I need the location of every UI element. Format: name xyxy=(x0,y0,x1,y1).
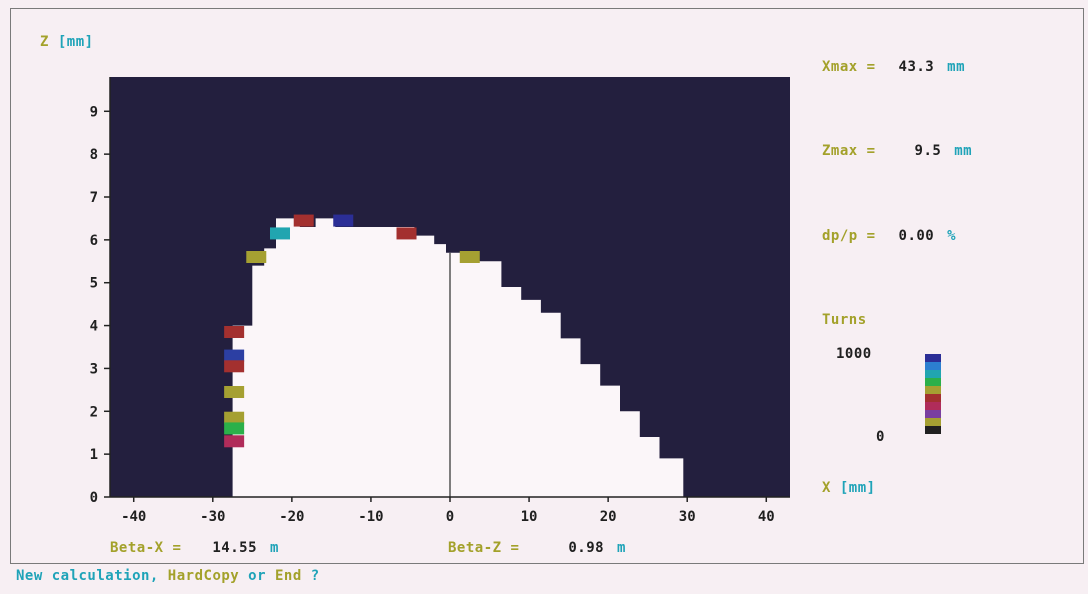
x-tick-label: 10 xyxy=(521,509,538,525)
particle-marker xyxy=(224,411,245,424)
legend-color-swatch xyxy=(925,370,941,378)
y-tick-label: 1 xyxy=(90,447,98,463)
dynamic-aperture-area xyxy=(232,218,684,497)
x-tick-label: 40 xyxy=(758,509,775,525)
particle-marker xyxy=(224,360,245,373)
legend-color-swatch xyxy=(925,354,941,362)
y-tick-label: 4 xyxy=(90,319,98,335)
legend-color-swatch xyxy=(925,418,941,426)
y-axis-label: Z [mm] xyxy=(40,34,94,50)
legend-color-swatch xyxy=(925,362,941,370)
x-tick-label: -40 xyxy=(121,509,146,525)
betaz-readout: Beta-Z = 0.98 m xyxy=(448,540,626,556)
y-tick-label: 8 xyxy=(90,147,98,163)
xmax-readout: Xmax = 43.3 mm xyxy=(822,59,965,75)
dpp-label: dp/p = xyxy=(822,228,876,244)
legend-color-swatch xyxy=(925,394,941,402)
legend-color-swatch xyxy=(925,402,941,410)
y-tick-label: 5 xyxy=(90,276,98,292)
prompt-new-calculation[interactable]: New calculation, xyxy=(16,568,159,584)
prompt-question: ? xyxy=(310,568,320,584)
command-prompt: New calculation, HardCopy or End ? xyxy=(16,568,320,584)
particle-marker xyxy=(293,214,314,227)
zmax-label: Zmax = xyxy=(822,143,876,159)
xmax-unit: mm xyxy=(947,59,966,75)
x-tick-label: -20 xyxy=(279,509,304,525)
xmax-value: 43.3 xyxy=(898,59,935,75)
y-tick-label: 0 xyxy=(90,490,98,506)
legend-min-label: 0 xyxy=(876,429,885,445)
dpp-value: 0.00 xyxy=(898,228,935,244)
y-tick-label: 7 xyxy=(90,190,98,206)
legend-max-label: 1000 xyxy=(836,346,872,362)
x-tick-label: -30 xyxy=(200,509,225,525)
particle-marker xyxy=(333,214,354,227)
particle-marker xyxy=(459,251,480,263)
y-axis-unit: [mm] xyxy=(57,34,94,50)
particle-marker xyxy=(270,227,290,240)
particle-marker xyxy=(224,386,245,398)
prompt-or: or xyxy=(248,568,267,584)
particle-marker xyxy=(224,326,245,338)
betax-value: 14.55 xyxy=(212,540,258,556)
particle-marker xyxy=(246,251,267,263)
particle-marker xyxy=(224,422,245,435)
particle-marker xyxy=(224,349,245,362)
betax-readout: Beta-X = 14.55 m xyxy=(110,540,279,556)
window-frame xyxy=(10,8,1084,564)
dpp-readout: dp/p = 0.00 % xyxy=(822,228,956,244)
betaz-value: 0.98 xyxy=(568,540,605,556)
zmax-value: 9.5 xyxy=(914,143,942,159)
y-tick-label: 3 xyxy=(90,361,98,377)
y-tick-label: 6 xyxy=(90,233,98,249)
betax-unit: m xyxy=(269,540,279,556)
x-tick-label: -10 xyxy=(358,509,383,525)
y-tick-label: 9 xyxy=(90,104,98,120)
x-axis-unit: [mm] xyxy=(839,480,876,496)
legend-color-swatch xyxy=(925,386,941,394)
x-tick-label: 30 xyxy=(679,509,696,525)
betaz-label: Beta-Z = xyxy=(448,540,520,556)
xmax-label: Xmax = xyxy=(822,59,876,75)
x-tick-label: 20 xyxy=(600,509,617,525)
dpp-unit: % xyxy=(947,228,957,244)
betax-label: Beta-X = xyxy=(110,540,182,556)
legend-color-swatch xyxy=(925,378,941,386)
x-axis-label: X [mm] xyxy=(822,480,876,496)
x-axis-label-x: X [mm] xyxy=(822,480,876,496)
y-axis-label-z: Z [mm] xyxy=(40,34,94,50)
prompt-end[interactable]: End xyxy=(274,568,302,584)
particle-marker xyxy=(396,227,417,240)
zmax-unit: mm xyxy=(954,143,973,159)
x-tick-label: 0 xyxy=(446,509,454,525)
legend-color-swatch xyxy=(925,410,941,418)
particle-marker xyxy=(224,435,245,448)
legend-color-swatch xyxy=(925,426,941,434)
y-tick-label: 2 xyxy=(90,404,98,420)
zmax-readout: Zmax = 9.5 mm xyxy=(822,143,972,159)
betaz-unit: m xyxy=(617,540,626,556)
legend-title: Turns xyxy=(822,312,867,328)
prompt-hardcopy[interactable]: HardCopy xyxy=(167,568,240,584)
